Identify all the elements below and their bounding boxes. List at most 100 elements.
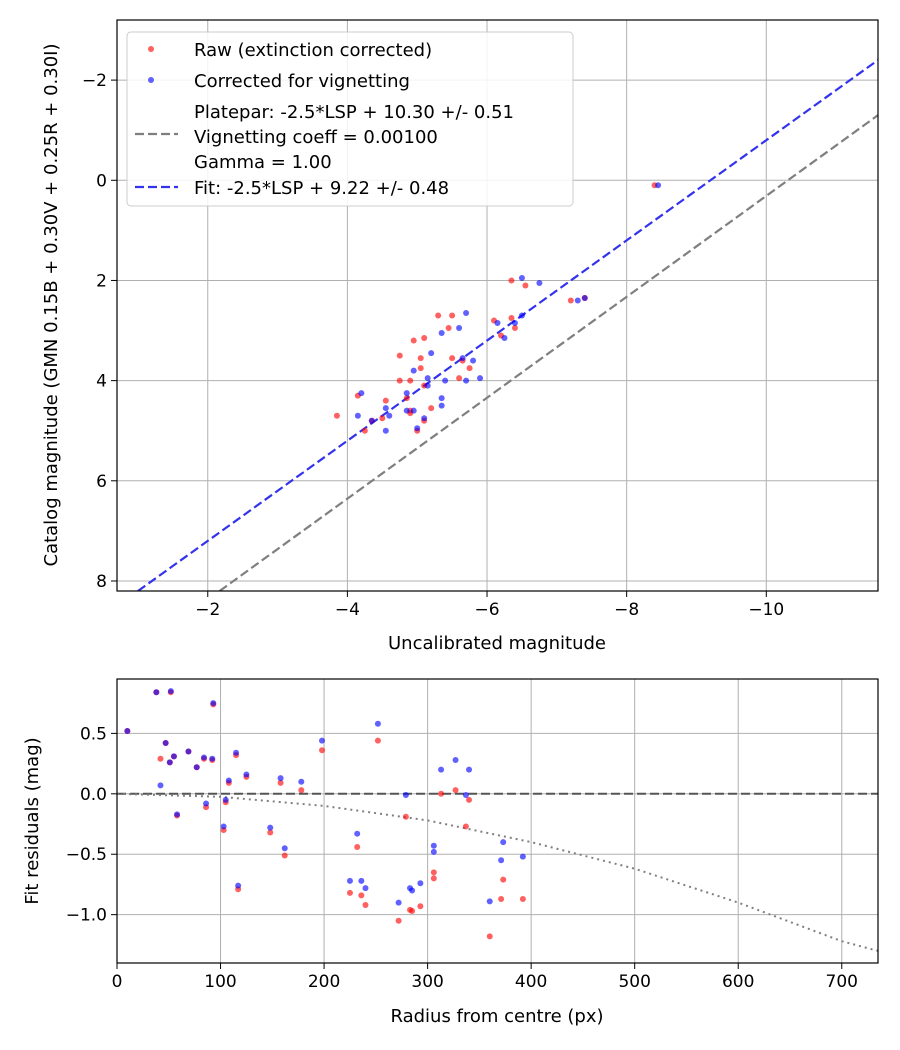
bottom-grid	[116, 679, 878, 963]
scatter-point-corrected	[421, 415, 428, 422]
scatter-point-corrected	[374, 720, 381, 727]
scatter-point-corrected	[410, 367, 417, 374]
scatter-point-corrected	[428, 350, 435, 357]
scatter-point-corrected	[536, 279, 543, 286]
scatter-point-corrected	[170, 753, 177, 760]
scatter-point-corrected	[403, 407, 410, 414]
scatter-point-raw	[403, 395, 410, 402]
scatter-point-raw	[438, 790, 445, 797]
scatter-point-corrected	[410, 407, 417, 414]
scatter-point-corrected	[233, 749, 240, 756]
legend-marker	[148, 77, 154, 83]
x-tick-label: −8	[614, 600, 639, 620]
scatter-point-raw	[407, 906, 414, 913]
scatter-point-raw	[277, 779, 284, 786]
scatter-point-corrected	[655, 182, 662, 189]
scatter-point-corrected	[222, 796, 229, 803]
scatter-point-corrected	[167, 688, 174, 695]
scatter-point-corrected	[442, 377, 449, 384]
scatter-point-raw	[374, 737, 381, 744]
scatter-point-corrected	[430, 842, 437, 849]
scatter-point-corrected	[511, 320, 518, 327]
scatter-point-corrected	[185, 748, 192, 755]
scatter-point-raw	[333, 412, 340, 419]
scatter-point-corrected	[463, 377, 470, 384]
scatter-point-corrected	[209, 755, 216, 762]
scatter-point-raw	[362, 901, 369, 908]
scatter-point-corrected	[463, 310, 470, 317]
scatter-point-raw	[466, 365, 473, 372]
scatter-point-corrected	[494, 320, 501, 327]
scatter-point-corrected	[358, 390, 365, 397]
scatter-point-raw	[567, 297, 574, 304]
bottom-y-axis-label: Fit residuals (mag)	[22, 737, 43, 904]
y-tick-label: 0.0	[80, 785, 107, 805]
scatter-point-corrected	[466, 766, 473, 773]
scatter-point-raw	[361, 427, 368, 434]
scatter-point-corrected	[501, 335, 508, 342]
x-tick-label: 700	[826, 972, 858, 992]
scatter-point-corrected	[386, 412, 393, 419]
scatter-point-corrected	[470, 357, 477, 364]
scatter-point-raw	[486, 933, 493, 940]
scatter-point-raw	[410, 337, 417, 344]
scatter-point-raw	[319, 747, 326, 754]
legend-entry-label: Raw (extinction corrected)	[194, 40, 432, 61]
bottom-x-axis-label: Radius from centre (px)	[390, 1006, 603, 1027]
scatter-point-raw	[346, 889, 353, 896]
x-tick-label: −10	[748, 600, 784, 620]
x-tick-label: 300	[411, 972, 443, 992]
scatter-point-raw	[452, 787, 459, 794]
y-tick-label: 2	[96, 271, 107, 291]
scatter-point-corrected	[243, 771, 250, 778]
scatter-point-corrected	[210, 700, 217, 707]
scatter-point-corrected	[358, 877, 365, 884]
scatter-point-corrected	[500, 839, 507, 846]
legend: Raw (extinction corrected) Corrected for …	[126, 31, 574, 207]
scatter-point-raw	[358, 892, 365, 899]
legend-entry-label: Gamma = 1.00	[194, 152, 332, 173]
scatter-point-corrected	[354, 412, 361, 419]
scatter-point-corrected	[225, 777, 232, 784]
y-tick-label: 0.5	[80, 724, 107, 744]
bottom-curves	[117, 792, 878, 952]
scatter-point-corrected	[414, 425, 421, 432]
scatter-point-corrected	[459, 355, 466, 362]
scatter-point-raw	[508, 277, 515, 284]
scatter-point-corrected	[452, 756, 459, 763]
legend-marker	[148, 46, 154, 52]
scatter-point-corrected	[382, 427, 389, 434]
y-tick-label: −1.0	[66, 906, 107, 926]
scatter-point-raw	[354, 843, 361, 850]
scatter-point-raw	[382, 397, 389, 404]
scatter-point-corrected	[395, 899, 402, 906]
top-axes-frame	[116, 19, 879, 592]
line-fit	[137, 59, 878, 591]
scatter-point-raw	[417, 355, 424, 362]
scatter-point-raw	[417, 365, 424, 372]
scatter-point-raw	[500, 876, 507, 883]
legend-entry-label: Fit: -2.5*LSP + 9.22 +/- 0.48	[194, 178, 449, 199]
scatter-point-raw	[395, 917, 402, 924]
y-tick-label: −2	[82, 71, 107, 91]
scatter-point-raw	[508, 315, 515, 322]
x-tick-label: 400	[515, 972, 547, 992]
scatter-point-corrected	[382, 405, 389, 412]
scatter-point-raw	[396, 352, 403, 359]
x-tick-label: −2	[195, 600, 220, 620]
y-tick-label: 4	[96, 372, 107, 392]
x-tick-label: −4	[335, 600, 360, 620]
scatter-point-corrected	[153, 689, 160, 696]
scatter-point-raw	[407, 377, 414, 384]
top-fit-lines	[137, 59, 878, 591]
top-scatter-panel: −2 −4 −6 −8 −10 −2 0 2 4 6 8 Uncalibrated magnitu…	[41, 19, 879, 654]
scatter-point-corrected	[462, 792, 469, 799]
scatter-point-raw	[379, 415, 386, 422]
vignetting-model-curve	[117, 792, 878, 952]
scatter-point-raw	[498, 895, 505, 902]
scatter-point-raw	[462, 823, 469, 830]
legend-entry-label: Vignetting coeff = 0.00100	[194, 127, 438, 148]
scatter-point-corrected	[438, 395, 445, 402]
scatter-point-corrected	[354, 830, 361, 837]
